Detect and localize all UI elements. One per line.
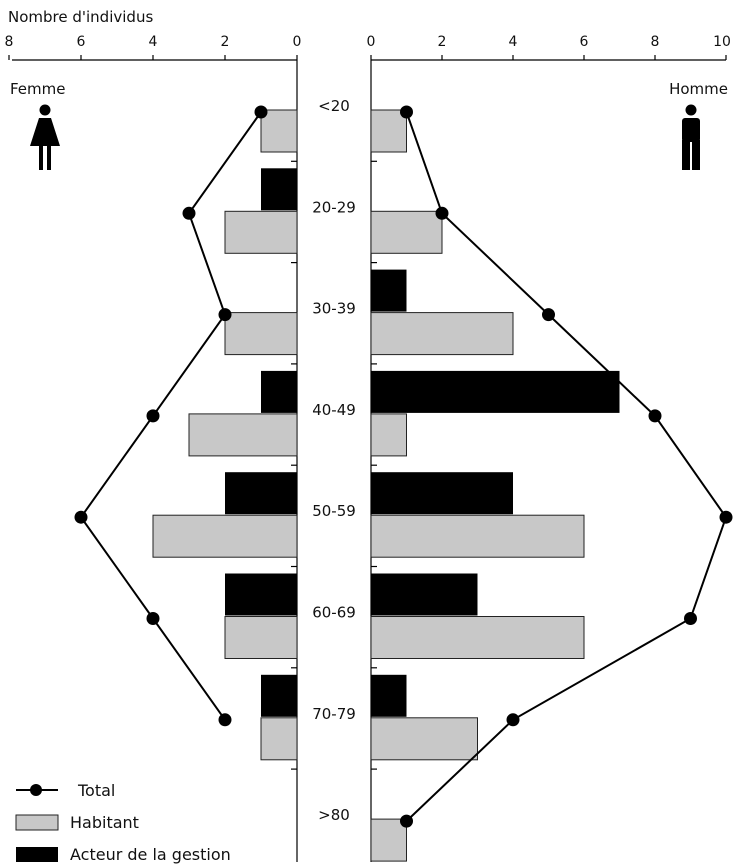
legend: Total Habitant Acteur de la gestion	[15, 781, 231, 864]
homme-total-line	[405, 111, 728, 822]
category-label: 70-79	[312, 705, 356, 723]
bar-femme-acteur	[225, 472, 297, 515]
femme-total-point	[254, 105, 268, 119]
bar-homme-habitant	[370, 717, 478, 761]
bar-homme-habitant	[370, 210, 443, 254]
homme-total-point	[400, 814, 413, 828]
bars	[152, 109, 620, 862]
bar-homme-habitant	[370, 109, 407, 153]
right-side-label: Homme	[669, 80, 728, 98]
right-tick-label: 10	[713, 34, 731, 50]
bar-homme-habitant	[370, 818, 407, 862]
femme-total-point	[218, 308, 232, 322]
legend-acteur-swatch	[16, 847, 58, 862]
homme-total-point	[400, 105, 413, 119]
legend-habitant-label: Habitant	[70, 813, 139, 832]
bar-femme-habitant	[152, 514, 298, 558]
left-tick-label: 0	[293, 34, 302, 50]
femme-total-point	[218, 713, 232, 727]
category-label: >80	[318, 806, 350, 824]
homme-total-point	[648, 409, 662, 423]
bar-homme-acteur	[371, 472, 513, 515]
femme-total-point	[182, 206, 196, 220]
category-label: 30-39	[312, 300, 356, 318]
bar-homme-acteur	[371, 370, 620, 413]
bar-femme-acteur	[225, 573, 297, 616]
femme-total-point	[146, 409, 160, 423]
bar-homme-acteur	[371, 269, 407, 312]
bar-femme-habitant	[260, 717, 298, 761]
bar-femme-acteur	[261, 370, 297, 413]
axes: 8 6 4 2 0 0 2 4 6 8 10	[5, 34, 731, 862]
axis-title: Nombre d'individus	[8, 8, 153, 26]
bar-homme-habitant	[370, 514, 585, 558]
femme-total-point	[74, 510, 88, 524]
bar-femme-habitant	[188, 413, 298, 457]
homme-total-point	[719, 510, 733, 524]
right-tick-label: 8	[651, 34, 660, 50]
category-label: 60-69	[312, 604, 356, 622]
man-icon	[682, 104, 700, 170]
legend-total-marker	[30, 784, 42, 796]
right-tick-label: 0	[367, 34, 376, 50]
left-tick-label: 8	[5, 34, 14, 50]
homme-total-point	[684, 612, 697, 625]
bar-femme-habitant	[224, 210, 298, 254]
left-tick-label: 6	[77, 34, 86, 50]
woman-icon	[30, 104, 60, 170]
homme-total-point	[506, 713, 520, 727]
legend-acteur-label: Acteur de la gestion	[70, 845, 231, 864]
bar-homme-acteur	[371, 573, 478, 616]
homme-total-point	[542, 308, 555, 322]
category-label: 40-49	[312, 401, 356, 419]
femme-total-point	[146, 612, 160, 625]
left-side-label: Femme	[10, 80, 66, 98]
category-labels: <20 20-29 30-39 40-49 50-59 60-69 70-79 >80	[312, 97, 356, 824]
bar-homme-habitant	[370, 312, 514, 356]
bar-homme-habitant	[370, 413, 407, 457]
right-tick-label: 6	[580, 34, 589, 50]
category-label: 50-59	[312, 502, 356, 520]
legend-habitant-swatch	[15, 814, 59, 831]
bar-homme-habitant	[370, 616, 585, 659]
bar-femme-acteur	[261, 674, 297, 717]
bar-femme-habitant	[224, 312, 298, 356]
bar-homme-acteur	[371, 674, 407, 717]
legend-total-label: Total	[77, 781, 115, 800]
category-label: 20-29	[312, 198, 356, 216]
left-tick-label: 4	[149, 34, 158, 50]
bar-femme-habitant	[224, 616, 298, 659]
category-label: <20	[318, 97, 350, 115]
total-lines	[74, 105, 733, 828]
bar-femme-habitant	[260, 109, 298, 153]
right-tick-label: 4	[509, 34, 518, 50]
homme-total-point	[435, 206, 449, 220]
left-tick-label: 2	[221, 34, 230, 50]
bar-femme-acteur	[261, 168, 297, 211]
right-tick-label: 2	[438, 34, 447, 50]
